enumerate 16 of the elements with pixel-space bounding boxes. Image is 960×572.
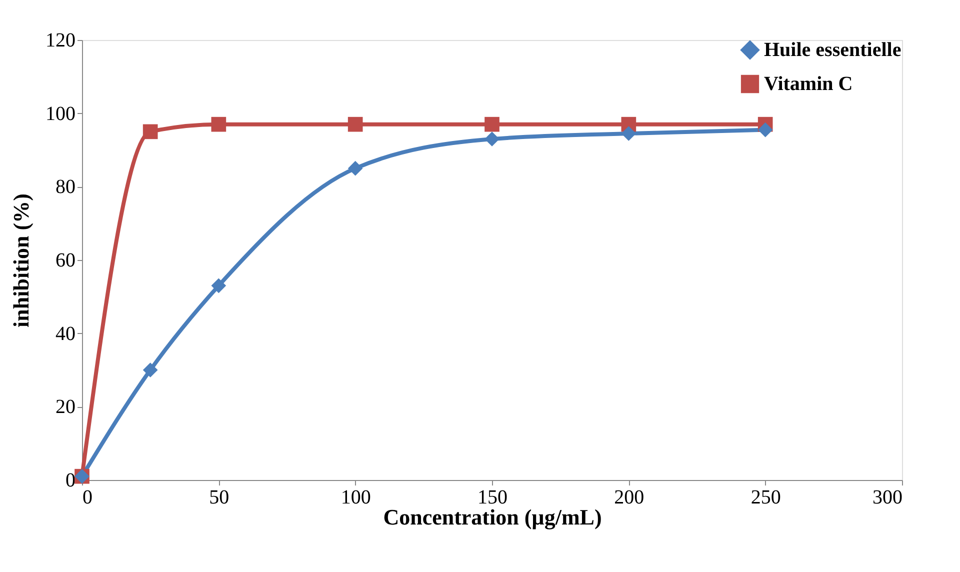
x-tick-label: 100 [340, 486, 371, 508]
y-tick-label: 40 [56, 322, 76, 345]
y-tick-label: 20 [56, 396, 76, 418]
y-tick-label: 80 [56, 176, 76, 198]
x-tick-label: 200 [614, 486, 644, 508]
x-tick-label: 300 [872, 486, 902, 508]
y-axis-title: inhibition (%) [8, 194, 34, 328]
y-tick-label: 120 [46, 30, 76, 52]
legend-label: Vitamin C [764, 73, 853, 95]
x-tick-label: 0 [82, 486, 92, 508]
y-tick-label: 0 [66, 470, 76, 492]
y-tick-label: 100 [46, 102, 76, 125]
x-tick-label: 50 [209, 486, 230, 508]
y-tick-label: 60 [56, 250, 76, 272]
legend-label: Huile essentielle [764, 39, 902, 61]
x-tick-label: 250 [750, 486, 781, 508]
